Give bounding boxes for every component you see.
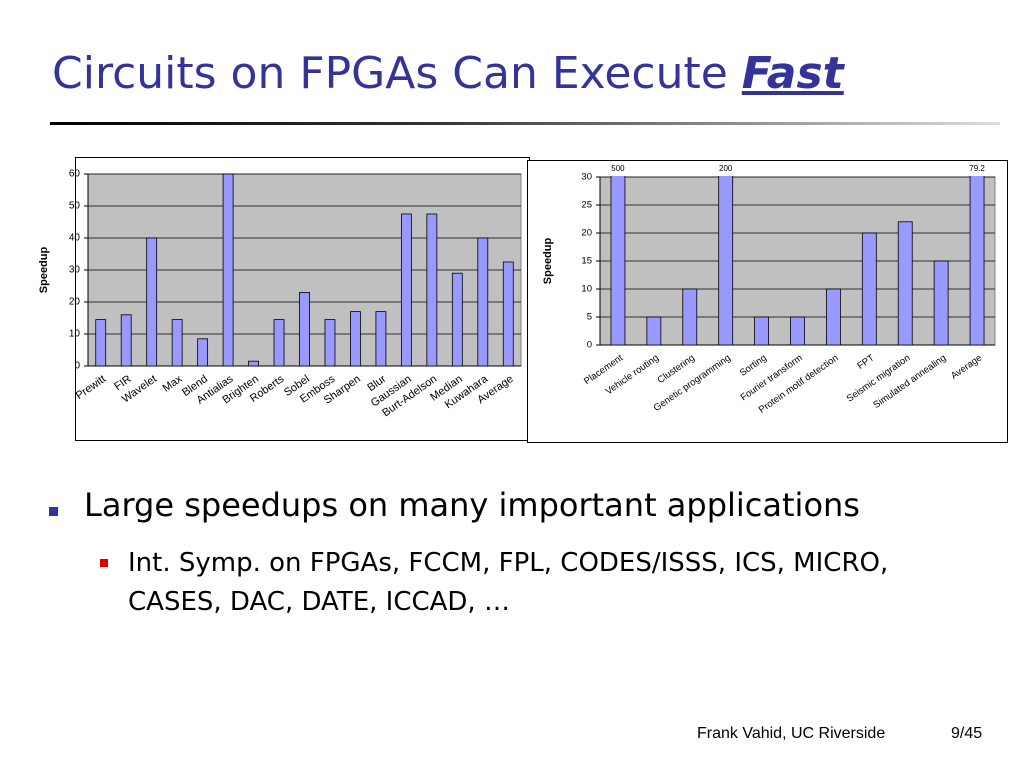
bars: [610, 176, 985, 345]
page-number: 9/45: [951, 725, 983, 742]
y-tick-label: 40: [69, 233, 81, 244]
bar: [718, 176, 734, 345]
title-text: Circuits on FPGAs Can Execute: [52, 48, 728, 99]
bar: [790, 316, 805, 345]
bar: [933, 260, 949, 345]
bar: [171, 319, 183, 366]
bar: [375, 311, 387, 366]
y-tick-label: 15: [581, 256, 592, 267]
bar: [897, 221, 913, 345]
title-emphasis: Fast: [741, 48, 844, 99]
bar: [477, 237, 489, 366]
bar: [197, 338, 209, 366]
bar: [502, 261, 514, 366]
bar: [222, 173, 234, 366]
bar: [754, 316, 769, 345]
y-tick-label: 10: [581, 284, 592, 295]
bar: [95, 319, 107, 366]
sub-bullet: Int. Symp. on FPGAs, FCCM, FPL, CODES/IS…: [128, 548, 889, 617]
y-tick-label: 25: [581, 200, 592, 211]
bars: [95, 173, 514, 366]
footer-author: Frank Vahid, UC Riverside: [697, 725, 886, 742]
bar: [610, 176, 626, 345]
bar: [826, 288, 841, 345]
y-axis-label: Speedup: [38, 246, 50, 293]
y-tick-label: 50: [69, 201, 81, 212]
title-rule: [50, 122, 1000, 125]
bar: [969, 176, 985, 345]
y-tick-label: 20: [69, 297, 81, 308]
bar: [400, 213, 412, 366]
y-tick-label: 0: [587, 340, 592, 351]
y-tick-label: 20: [581, 228, 592, 239]
y-tick-label: 5: [587, 312, 592, 323]
bullet: Large speedups on many important applica…: [84, 486, 860, 524]
data-label: 79.2: [969, 164, 985, 173]
bar: [248, 360, 259, 366]
bar: [451, 272, 463, 366]
bar: [146, 237, 158, 366]
bar: [350, 311, 361, 366]
slide-title: Circuits on FPGAs Can Execute Fast: [52, 48, 844, 99]
bullet-marker: [49, 507, 58, 516]
bar: [682, 288, 698, 345]
bar: [861, 232, 877, 345]
y-tick-label: 60: [69, 169, 81, 180]
bar: [324, 319, 336, 366]
bar: [273, 319, 285, 366]
y-tick-label: 0: [74, 361, 80, 372]
y-tick-label: 10: [69, 329, 81, 340]
bar: [646, 316, 662, 345]
data-label: 500: [611, 164, 625, 173]
y-axis-label: Speedup: [542, 237, 554, 284]
bar: [299, 291, 310, 366]
bar: [426, 213, 438, 366]
y-tick-label: 30: [69, 265, 81, 276]
bar: [120, 314, 132, 366]
data-label: 200: [719, 164, 733, 173]
y-tick-label: 30: [581, 172, 592, 183]
sub-bullet-marker: [100, 559, 108, 567]
